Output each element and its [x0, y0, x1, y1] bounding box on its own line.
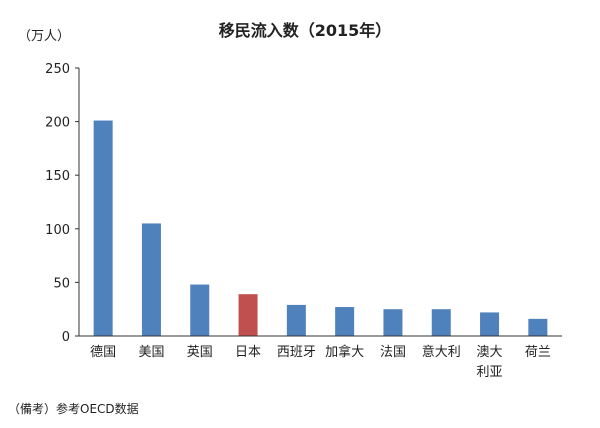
- y-tick-label: 50: [53, 276, 70, 291]
- x-category-label: 美国: [138, 345, 164, 360]
- bar-9: [480, 312, 500, 336]
- bar-4: [238, 294, 258, 336]
- y-tick-label: 0: [62, 330, 70, 345]
- y-tick-label: 150: [45, 169, 70, 184]
- x-category-label: 西班牙: [277, 345, 316, 360]
- y-tick-label: 250: [45, 62, 70, 77]
- bar-10: [528, 318, 548, 336]
- x-category-label: 利亚: [477, 365, 503, 380]
- y-axis-ticks: 0 50 100 150 200 250: [45, 62, 79, 345]
- bar-5: [286, 304, 306, 336]
- x-category-label: 澳大: [477, 344, 503, 360]
- x-category-label: 日本: [235, 345, 261, 360]
- bar-2: [141, 223, 161, 336]
- chart-title: 移民流入数（2015年）: [219, 21, 392, 40]
- y-tick-label: 100: [45, 223, 70, 238]
- bars: [93, 120, 548, 336]
- source-note: （備考）参考OECD数据: [8, 401, 139, 416]
- bar-8: [431, 309, 451, 336]
- bar-3: [190, 284, 210, 336]
- x-category-label: 加拿大: [325, 344, 364, 360]
- bar-1: [93, 120, 113, 336]
- x-category-label: 德国: [90, 345, 116, 360]
- x-category-label: 意大利: [422, 344, 461, 360]
- y-axis-unit-label: （万人）: [18, 29, 70, 44]
- y-tick-label: 200: [45, 116, 70, 131]
- x-category-label: 法国: [380, 345, 406, 360]
- bar-7: [383, 309, 403, 336]
- x-category-label: 荷兰: [525, 345, 551, 360]
- bar-6: [335, 307, 355, 336]
- x-category-label: 英国: [187, 345, 213, 360]
